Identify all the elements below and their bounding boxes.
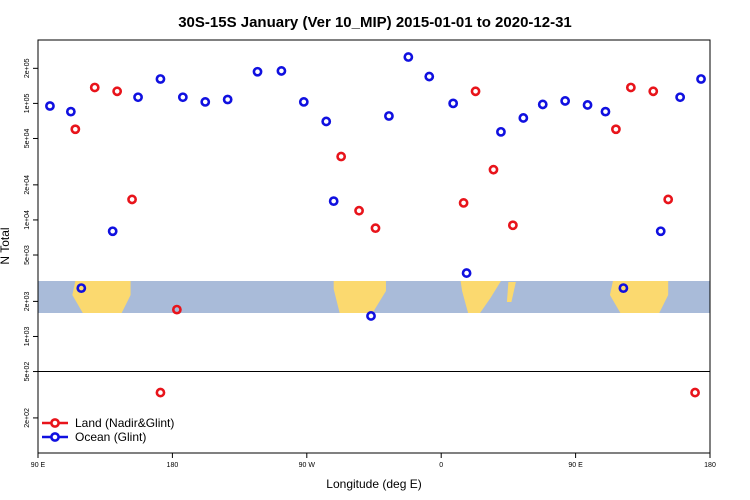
land-point (127, 194, 137, 205)
y-tick-label: 1e+03 (24, 327, 31, 347)
y-axis-label: N Total (0, 227, 12, 264)
ocean-point (155, 74, 166, 84)
y-tick-label: 2e+02 (24, 408, 31, 428)
ocean-point (276, 66, 287, 76)
x-tick-label: 180 (704, 462, 716, 469)
ocean-point (65, 106, 76, 117)
land-point (625, 82, 636, 93)
plot-frame (37, 39, 711, 454)
y-tick-label: 1e+04 (24, 210, 31, 230)
ocean-point (582, 100, 593, 110)
land-point (611, 124, 621, 135)
x-tick-label: 90 E (31, 462, 46, 469)
x-tick-label: 180 (167, 462, 179, 469)
ocean-point (675, 92, 686, 103)
ocean-point (177, 92, 188, 103)
land-point (155, 387, 166, 398)
ocean-point (321, 116, 332, 127)
ocean-point (76, 283, 87, 294)
ocean-point (328, 196, 339, 207)
ocean-point (252, 66, 263, 77)
y-tick-label: 2e+04 (24, 175, 31, 195)
land-point (648, 86, 659, 97)
y-tick-label: 2e+05 (24, 58, 31, 78)
x-tick-label: 90 E (568, 462, 583, 469)
land-point (507, 220, 518, 231)
legend-label: Ocean (Glint) (75, 430, 146, 444)
chart-title: 30S-15S January (Ver 10_MIP) 2015-01-01 … (178, 14, 572, 31)
x-axis-label: Longitude (deg E) (326, 477, 421, 491)
ocean-point (496, 126, 506, 137)
ocean-point (45, 101, 55, 111)
ocean-point (618, 283, 629, 294)
land-point (171, 304, 182, 315)
x-tick-label: 0 (439, 462, 443, 469)
ocean-point (655, 226, 666, 237)
legend-label: Land (Nadir&Glint) (75, 416, 174, 430)
y-tick-label: 1e+05 (24, 93, 31, 113)
ocean-point (222, 94, 233, 105)
land-point (370, 223, 381, 234)
ocean-point (424, 71, 435, 82)
ocean-point (537, 99, 548, 110)
land-shape (460, 281, 501, 313)
land-point (112, 86, 123, 97)
land-point (336, 151, 347, 162)
ocean-point (696, 74, 706, 84)
land-point (663, 194, 674, 205)
ocean-point (298, 97, 309, 107)
ocean-point (403, 52, 414, 62)
ocean-point (366, 311, 376, 321)
y-axis: 2e+02 5e+02 1e+03 2e+03 5e+03 1e+04 2e+04 5e+04… (24, 58, 38, 428)
map-band (38, 281, 710, 313)
x-axis: 90 E 180 90 W 0 90 E 180 (31, 453, 716, 469)
y-tick-label: 5e+04 (24, 129, 31, 149)
ocean-point (384, 111, 394, 121)
y-tick-label: 5e+02 (24, 362, 31, 382)
x-tick-label: 90 W (299, 462, 316, 469)
ocean-point (518, 113, 529, 123)
land-point (488, 164, 499, 175)
legend: Land (Nadir&Glint)Ocean (Glint) (42, 416, 174, 444)
legend-marker (50, 418, 60, 428)
ocean-point (461, 268, 472, 278)
y-tick-label: 5e+03 (24, 245, 31, 265)
land-point (89, 82, 100, 93)
land-point (354, 205, 364, 216)
land-point (470, 86, 481, 97)
land-shape (506, 282, 516, 302)
land-shape (72, 281, 131, 313)
ocean-point (200, 97, 211, 107)
data-points (45, 52, 706, 398)
ocean-point (448, 98, 459, 109)
ocean-point (107, 226, 118, 237)
y-tick-label: 2e+03 (24, 291, 31, 311)
legend-marker (50, 432, 60, 442)
land-point (70, 124, 81, 135)
land-shape (333, 281, 386, 313)
ocean-point (133, 92, 143, 103)
land-point (690, 387, 700, 398)
land-point (458, 198, 469, 208)
land-shape (609, 281, 669, 313)
ocean-point (600, 106, 611, 117)
ocean-point (560, 96, 571, 106)
